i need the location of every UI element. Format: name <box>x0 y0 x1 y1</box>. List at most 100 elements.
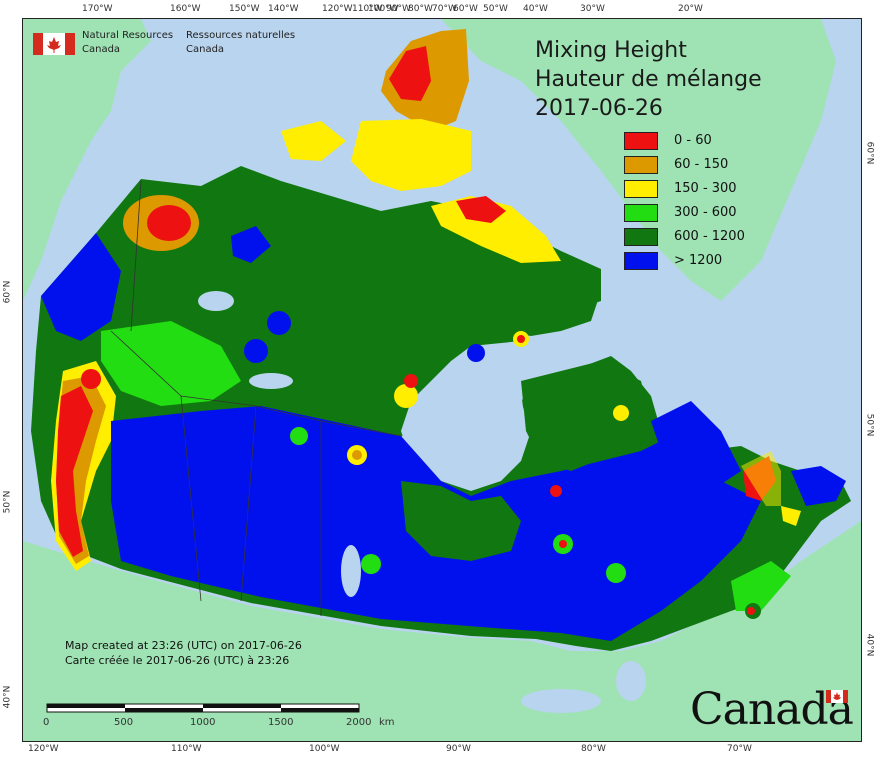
spot-7 <box>361 554 381 574</box>
great-slave-lake <box>249 373 293 389</box>
legend-label: 0 - 60 <box>674 133 712 148</box>
spot-12 <box>606 563 626 583</box>
legend-swatch <box>624 180 658 198</box>
title-date: 2017-06-26 <box>535 96 663 121</box>
tick-bottom-100w: 100°W <box>309 744 340 754</box>
spot-16 <box>394 384 418 408</box>
title-en: Mixing Height <box>535 38 687 63</box>
map-canvas <box>23 19 861 741</box>
legend-label: 150 - 300 <box>674 181 737 196</box>
legend-swatch <box>624 132 658 150</box>
scale-label: 1500 <box>268 717 294 728</box>
nova-scotia-green <box>731 561 791 611</box>
agency-en-line1: Natural Resources <box>82 30 174 41</box>
scale-label: 2000 <box>346 717 372 728</box>
spot-6 <box>290 427 308 445</box>
prairie-lime <box>101 321 241 406</box>
nw-high-blue <box>231 226 271 263</box>
tick-top-150w: 150°W <box>229 4 260 14</box>
spot-19 <box>747 607 755 615</box>
mackenzie-red <box>147 205 191 241</box>
tick-top-100w: 100°W <box>368 4 399 14</box>
agency-name-fr: Ressources naturelles Canada <box>186 29 295 57</box>
lake-winnipeg <box>341 545 361 597</box>
tick-left-50n: 50°N <box>2 490 13 514</box>
tick-right-60n: 60°N <box>864 141 875 165</box>
tick-top-120w: 120°W <box>322 4 353 14</box>
tick-left-60n: 60°N <box>2 280 13 304</box>
spot-3 <box>267 311 291 335</box>
creation-note: Map created at 23:26 (UTC) on 2017-06-26… <box>65 638 302 668</box>
agency-en-line2: Canada <box>82 44 121 55</box>
canada-flag-icon <box>33 33 75 55</box>
tick-right-40n: 40°N <box>864 633 875 657</box>
legend-label: 60 - 150 <box>674 157 729 172</box>
legend-swatch <box>624 204 658 222</box>
province-boundary-1 <box>180 395 202 602</box>
arctic-red-east <box>456 196 506 223</box>
spot-11 <box>613 405 629 421</box>
nfld-blue <box>791 466 846 506</box>
tick-top-110w: 110°W <box>352 4 383 14</box>
legend-swatch <box>624 156 658 174</box>
tick-top-90w: 90°W <box>386 4 411 14</box>
spot-15 <box>467 344 485 362</box>
tick-top-60w: 60°W <box>453 4 478 14</box>
nfld-yellow <box>781 506 801 526</box>
spot-5 <box>352 450 362 460</box>
title-fr: Hauteur de mélange <box>535 67 762 92</box>
legend-label: > 1200 <box>674 253 723 268</box>
agency-fr-line1: Ressources naturelles <box>186 30 296 41</box>
spot-8 <box>550 485 562 497</box>
tick-bottom-80w: 80°W <box>581 744 606 754</box>
spot-1 <box>81 369 101 389</box>
lake-superior <box>521 689 601 713</box>
tick-bottom-120w: 120°W <box>28 744 59 754</box>
territory-boundary <box>110 330 402 437</box>
tick-left-40n: 40°N <box>2 685 13 709</box>
tick-top-50w: 50°W <box>483 4 508 14</box>
tick-top-70w: 70°W <box>432 4 457 14</box>
map-frame <box>22 18 862 742</box>
scale-label: 1000 <box>190 717 216 728</box>
creation-note-fr: Carte créée le 2017-06-26 (UTC) à 23:26 <box>65 654 290 667</box>
baffin-island <box>431 231 601 336</box>
tick-top-30w: 30°W <box>580 4 605 14</box>
yukon-blue <box>41 233 121 341</box>
scale-bar: 0 500 1000 1500 2000 km <box>43 703 406 735</box>
arctic-yellow-islands <box>351 119 471 191</box>
creation-note-en: Map created at 23:26 (UTC) on 2017-06-26 <box>65 639 302 652</box>
tick-bottom-70w: 70°W <box>727 744 752 754</box>
labrador-coast-yellow <box>741 451 781 506</box>
ellesmere-red <box>389 46 431 101</box>
tick-top-80w: 80°W <box>408 4 433 14</box>
agency-fr-line2: Canada <box>186 44 225 55</box>
tick-top-170w: 170°W <box>82 4 113 14</box>
spot-14 <box>517 335 525 343</box>
lake-huron <box>616 661 646 701</box>
tick-top-20w: 20°W <box>678 4 703 14</box>
map-title: Mixing Height Hauteur de mélange 2017-06… <box>535 36 762 123</box>
scale-label: 0 <box>43 717 50 728</box>
tick-top-140w: 140°W <box>268 4 299 14</box>
alaska-land <box>23 19 151 301</box>
spot-10 <box>559 540 567 548</box>
labrador-blue <box>651 401 741 491</box>
province-boundary-2 <box>240 405 257 602</box>
legend-label: 600 - 1200 <box>674 229 745 244</box>
wordmark-flag-icon <box>826 690 848 703</box>
legend-swatch <box>624 252 658 270</box>
scale-label: 500 <box>114 717 134 728</box>
tick-bottom-90w: 90°W <box>446 744 471 754</box>
ontario-green <box>401 481 521 561</box>
spot-17 <box>404 374 418 388</box>
great-bear-lake <box>198 291 234 311</box>
scale-bar-graphic <box>46 703 360 713</box>
territory-boundary-2 <box>130 180 142 332</box>
bc-coast-red <box>56 386 93 557</box>
spot-2 <box>244 339 268 363</box>
legend-label: 300 - 600 <box>674 205 737 220</box>
tick-right-50n: 50°N <box>864 413 875 437</box>
usa-land <box>23 521 861 741</box>
